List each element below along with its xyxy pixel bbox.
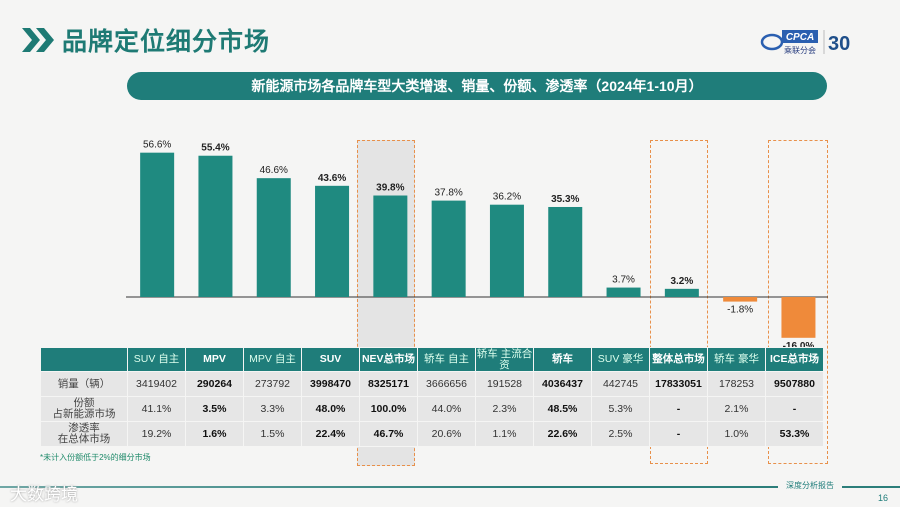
table-cell: 53.3% (765, 421, 824, 447)
column-header: SUV (301, 347, 360, 372)
table-cell: 191528 (475, 371, 534, 397)
table-cell: 22.4% (301, 421, 360, 447)
footer-divider (0, 486, 900, 488)
footnote: *未计入份额低于2%的细分市场 (40, 453, 151, 462)
table-cell: 178253 (707, 371, 766, 397)
column-header: 轿车 自主 (417, 347, 476, 372)
data-label: 35.3% (551, 194, 579, 205)
table-cell: 8325171 (359, 371, 418, 397)
table-cell: 44.0% (417, 396, 476, 422)
bar (606, 287, 641, 297)
row-label-line: 渗透率 (68, 422, 100, 434)
bar (723, 297, 758, 302)
column-header: MPV (185, 347, 244, 372)
table-cell: 442745 (591, 371, 650, 397)
bar (489, 204, 524, 297)
column-header: SUV 自主 (127, 347, 186, 372)
table-cell: 273792 (243, 371, 302, 397)
bar (781, 297, 816, 338)
bar (431, 200, 466, 297)
table-cell: 2.5% (591, 421, 650, 447)
table-cell: 5.3% (591, 396, 650, 422)
column-header: MPV 自主 (243, 347, 302, 372)
data-label: 55.4% (201, 143, 229, 154)
svg-text:CPCA: CPCA (786, 32, 814, 43)
table-cell: 3419402 (127, 371, 186, 397)
column-header: 轿车 豪华 (707, 347, 766, 372)
data-label: 3.7% (612, 275, 635, 286)
data-label: 43.6% (318, 173, 346, 184)
table-cell: 1.0% (707, 421, 766, 447)
table-cell: - (649, 421, 708, 447)
table-cell: 22.6% (533, 421, 592, 447)
table-cell: - (649, 396, 708, 422)
data-label: 36.2% (493, 192, 521, 203)
data-label: 3.2% (670, 276, 693, 287)
header-corner (40, 347, 128, 372)
page-title: 品牌定位细分市场 (62, 28, 271, 56)
chart-banner: 新能源市场各品牌车型大类增速、销量、份额、渗透率（2024年1-10月） (127, 72, 827, 100)
bar (548, 206, 583, 297)
column-header: 轿车 (533, 347, 592, 372)
data-label: 46.6% (260, 165, 288, 176)
data-label: 39.8% (376, 183, 404, 194)
row-label: 渗透率 在总体市场 (40, 421, 128, 447)
table-cell: 2.3% (475, 396, 534, 422)
row-label-line: 占新能源市场 (52, 408, 116, 420)
bar (315, 185, 350, 297)
bar (256, 178, 291, 297)
table-cell: 17833051 (649, 371, 708, 397)
bar (140, 152, 175, 297)
data-table: SUV 自主 MPV MPV 自主 SUV NEV总市场 轿车 自主 轿车 主流合资 轿车 SU… (40, 347, 824, 447)
table-cell: 3666656 (417, 371, 476, 397)
cpca-logo: CPCA 乘联分会 30 (760, 26, 880, 61)
row-label: 份额 占新能源市场 (40, 396, 128, 422)
row-label-line: 份额 (73, 397, 95, 409)
table-cell: - (765, 396, 824, 422)
footer-text: 深度分析报告 (778, 480, 842, 491)
highlight-box-ice (768, 140, 828, 464)
data-label: -1.8% (727, 305, 753, 316)
column-header: 轿车 主流合资 (475, 347, 534, 372)
data-label: 37.8% (434, 188, 462, 199)
column-header: NEV总市场 (359, 347, 418, 372)
table-cell: 41.1% (127, 396, 186, 422)
chevrons-icon (22, 28, 54, 52)
table-cell: 1.1% (475, 421, 534, 447)
page-number: 16 (878, 493, 889, 503)
table-cell: 1.6% (185, 421, 244, 447)
table-cell: 1.5% (243, 421, 302, 447)
bar (373, 195, 408, 297)
column-header: 整体总市场 (649, 347, 708, 372)
table-cell: 3.5% (185, 396, 244, 422)
data-label: -16.0% (783, 341, 815, 352)
row-label-line: 在总体市场 (57, 433, 111, 445)
table-cell: 9507880 (765, 371, 824, 397)
table-cell: 19.2% (127, 421, 186, 447)
column-header: SUV 豪华 (591, 347, 650, 372)
data-label: 56.6% (143, 140, 171, 151)
table-cell: 46.7% (359, 421, 418, 447)
bar (198, 155, 233, 297)
table-cell: 2.1% (707, 396, 766, 422)
bar (664, 288, 699, 297)
table-cell: 290264 (185, 371, 244, 397)
table-cell: 48.0% (301, 396, 360, 422)
svg-text:乘联分会: 乘联分会 (784, 45, 816, 55)
table-cell: 20.6% (417, 421, 476, 447)
highlight-box-total (650, 140, 708, 464)
watermark: 大数跨境 (10, 485, 78, 504)
table-cell: 3998470 (301, 371, 360, 397)
table-cell: 100.0% (359, 396, 418, 422)
svg-text:30: 30 (828, 33, 850, 55)
row-label: 销量（辆） (40, 371, 128, 397)
column-header: ICE总市场 (765, 347, 824, 372)
table-cell: 3.3% (243, 396, 302, 422)
table-cell: 4036437 (533, 371, 592, 397)
table-cell: 48.5% (533, 396, 592, 422)
